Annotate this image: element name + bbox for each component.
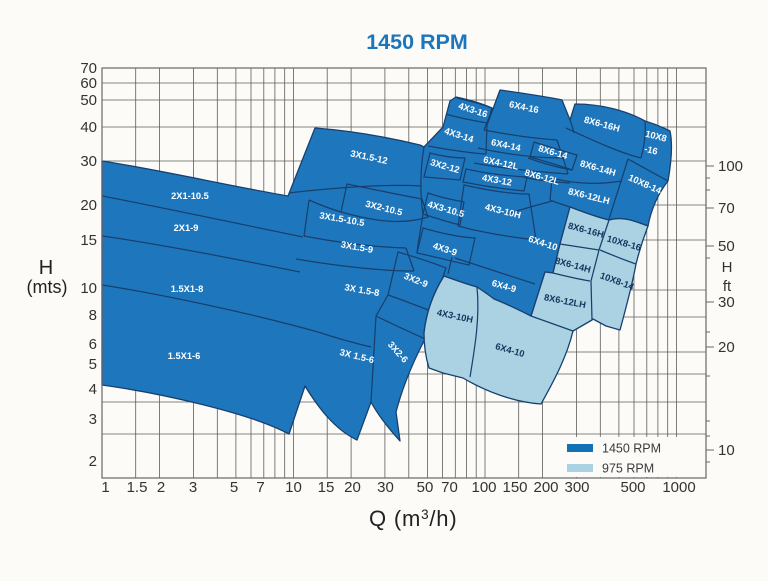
svg-text:100: 100: [471, 479, 496, 496]
svg-text:8: 8: [89, 307, 97, 324]
svg-text:1450 RPM: 1450 RPM: [366, 30, 468, 54]
svg-text:60: 60: [80, 75, 97, 92]
svg-text:2: 2: [157, 479, 165, 496]
svg-text:150: 150: [502, 479, 527, 496]
svg-text:2: 2: [89, 453, 97, 470]
svg-text:Q (m3/h): Q (m3/h): [369, 506, 457, 531]
svg-text:5: 5: [89, 356, 97, 373]
svg-text:-16: -16: [643, 144, 658, 157]
svg-text:2X1-9: 2X1-9: [174, 223, 199, 233]
svg-text:3: 3: [189, 479, 197, 496]
svg-text:500: 500: [620, 479, 645, 496]
svg-text:20: 20: [80, 197, 97, 214]
svg-text:1000: 1000: [662, 479, 695, 496]
svg-text:10: 10: [285, 479, 302, 496]
svg-text:50: 50: [417, 479, 434, 496]
svg-text:30: 30: [80, 153, 97, 170]
svg-text:3: 3: [89, 411, 97, 428]
svg-text:H: H: [722, 259, 733, 276]
svg-text:50: 50: [80, 92, 97, 109]
svg-text:70: 70: [718, 200, 735, 217]
svg-text:(mts): (mts): [27, 277, 68, 297]
svg-text:15: 15: [80, 232, 97, 249]
svg-text:H: H: [39, 257, 53, 279]
svg-text:50: 50: [718, 238, 735, 255]
svg-text:ft: ft: [723, 278, 732, 295]
svg-text:2X1-10.5: 2X1-10.5: [171, 191, 209, 201]
svg-text:1450 RPM: 1450 RPM: [602, 442, 661, 456]
svg-text:300: 300: [564, 479, 589, 496]
svg-text:7: 7: [256, 479, 264, 496]
svg-text:20: 20: [718, 339, 735, 356]
svg-text:6: 6: [89, 336, 97, 353]
svg-text:5: 5: [230, 479, 238, 496]
svg-text:10: 10: [718, 442, 735, 459]
svg-text:40: 40: [80, 119, 97, 136]
svg-text:1.5: 1.5: [127, 479, 148, 496]
svg-text:975 RPM: 975 RPM: [602, 462, 654, 476]
svg-text:200: 200: [533, 479, 558, 496]
svg-text:20: 20: [344, 479, 361, 496]
svg-text:15: 15: [318, 479, 335, 496]
svg-text:1.5X1-6: 1.5X1-6: [168, 351, 201, 361]
svg-text:10: 10: [80, 280, 97, 297]
svg-text:4: 4: [89, 381, 97, 398]
svg-text:100: 100: [718, 158, 743, 175]
svg-text:30: 30: [718, 294, 735, 311]
svg-text:1: 1: [101, 479, 109, 496]
svg-text:30: 30: [377, 479, 394, 496]
svg-text:70: 70: [441, 479, 458, 496]
svg-text:1.5X1-8: 1.5X1-8: [171, 284, 204, 294]
svg-text:70: 70: [80, 60, 97, 77]
